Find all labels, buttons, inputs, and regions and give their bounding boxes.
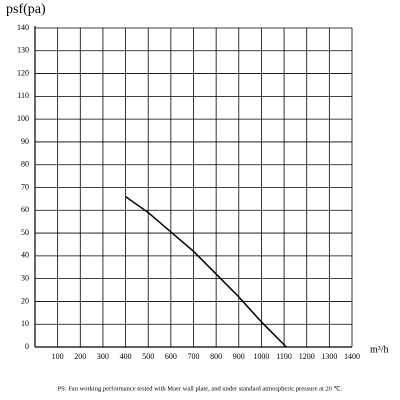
y-tick-label: 110 [17, 91, 29, 100]
y-tick-label: 130 [17, 46, 29, 55]
y-tick-label: 120 [17, 68, 29, 77]
y-tick-label: 70 [21, 182, 29, 191]
footnote: PS: Fan working performance tested with … [58, 385, 343, 392]
x-tick-label: 1200 [299, 352, 315, 361]
y-tick-label: 0 [25, 342, 29, 351]
y-tick-label: 10 [21, 319, 29, 328]
x-tick-label: 300 [97, 352, 109, 361]
y-axis-label: psf(pa) [6, 2, 46, 17]
y-tick-label: 40 [21, 251, 29, 260]
curve [125, 196, 287, 348]
y-tick-label: 50 [21, 228, 29, 237]
x-tick-label: 1300 [321, 352, 337, 361]
x-tick-label: 1400 [344, 352, 360, 361]
x-tick-label: 900 [233, 352, 245, 361]
x-tick-label: 700 [188, 352, 200, 361]
y-tick-label: 20 [21, 296, 29, 305]
x-tick-label: 1000 [253, 352, 269, 361]
y-tick-label: 100 [17, 114, 29, 123]
x-tick-label: 100 [52, 352, 64, 361]
x-tick-label: 400 [120, 352, 132, 361]
x-tick-label: 500 [142, 352, 154, 361]
x-tick-label: 600 [165, 352, 177, 361]
x-tick-label: 1100 [276, 352, 292, 361]
x-tick-label: 800 [210, 352, 222, 361]
y-tick-label: 140 [17, 23, 29, 32]
y-tick-label: 80 [21, 160, 29, 169]
x-axis-label: m³/h [370, 344, 389, 355]
y-tick-label: 60 [21, 205, 29, 214]
x-tick-label: 200 [74, 352, 86, 361]
y-tick-label: 90 [21, 137, 29, 146]
y-tick-label: 30 [21, 273, 29, 282]
